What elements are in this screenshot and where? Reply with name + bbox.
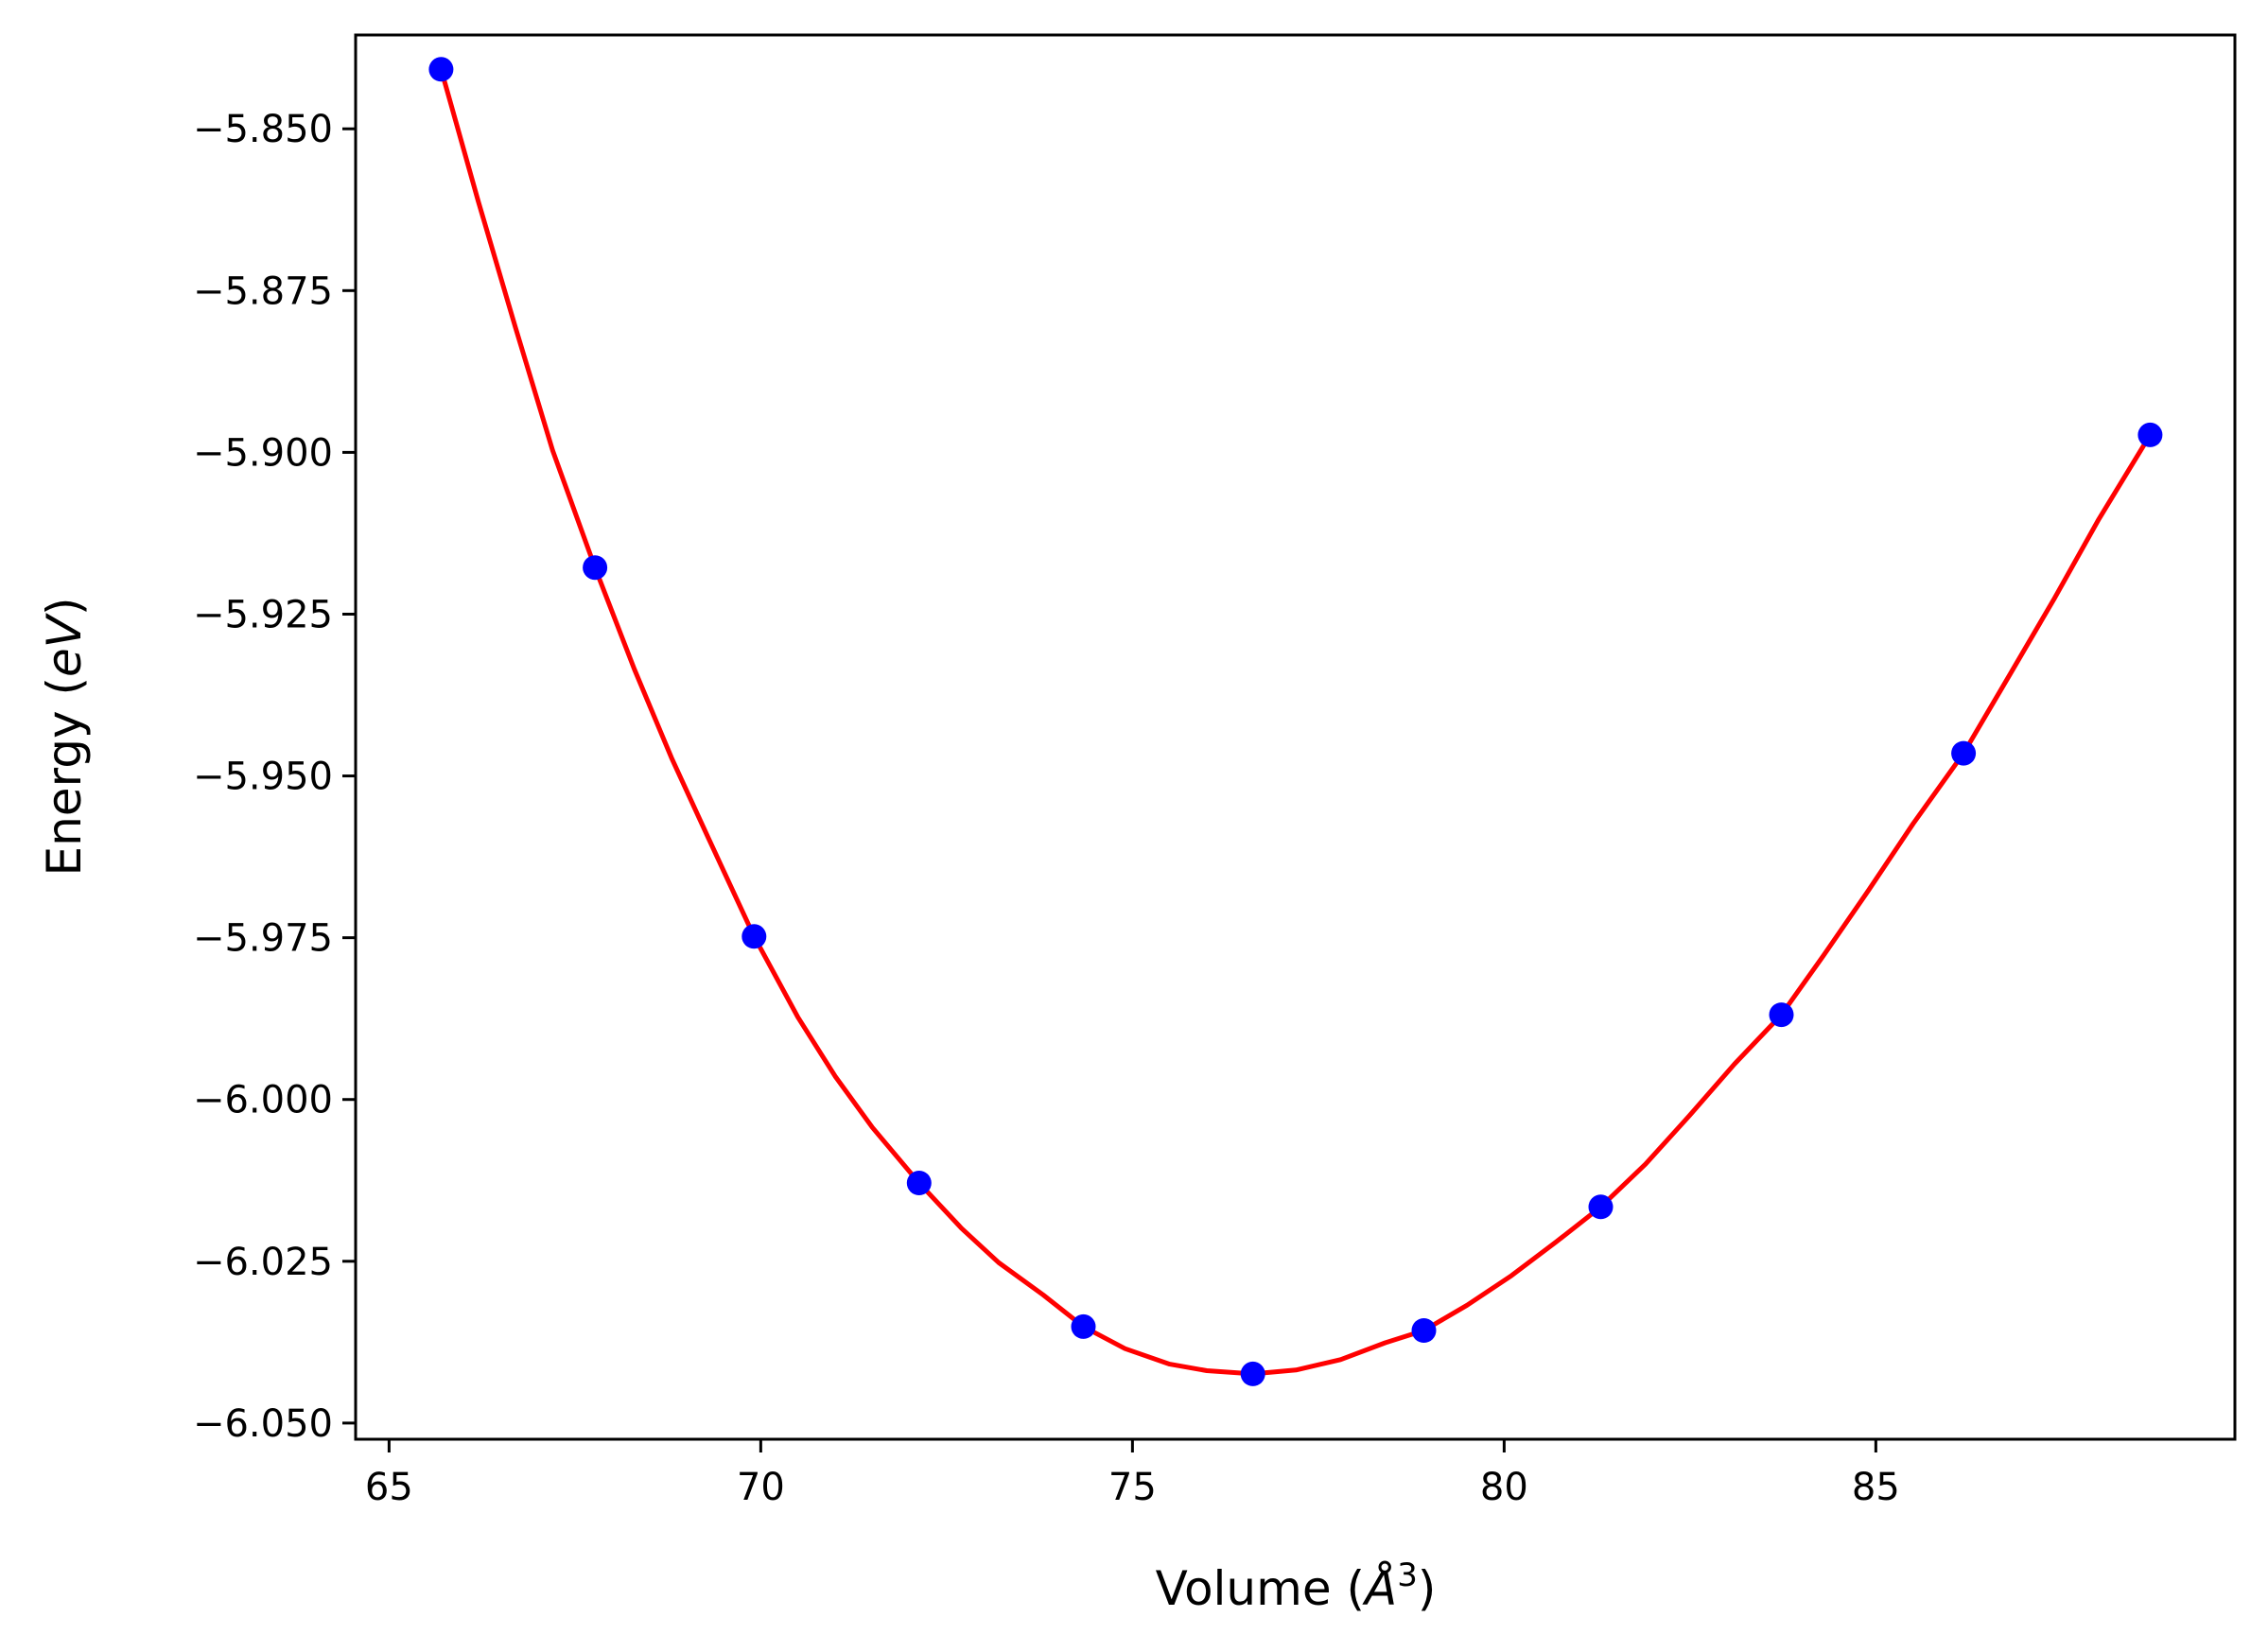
y-tick-label: −5.875 bbox=[193, 270, 333, 313]
plot-frame bbox=[354, 33, 2237, 1441]
plot-layer bbox=[428, 57, 2163, 1386]
data-point bbox=[1240, 1361, 1265, 1386]
x-tick-label: 80 bbox=[1480, 1466, 1528, 1509]
data-point bbox=[1769, 1002, 1794, 1028]
y-axis-label: Energy (eV) bbox=[37, 598, 92, 877]
data-point bbox=[1951, 740, 1977, 766]
data-point bbox=[2137, 422, 2163, 447]
data-point bbox=[428, 57, 454, 82]
x-tick-label: 65 bbox=[365, 1466, 413, 1509]
data-point bbox=[1588, 1194, 1614, 1220]
y-tick-label: −5.925 bbox=[193, 593, 333, 636]
y-tick-label: −6.025 bbox=[193, 1241, 333, 1284]
y-axis-ticks: −5.850 −5.875 −5.900 −5.925 −5.950 −5.975 −6.0… bbox=[193, 108, 356, 1446]
data-point bbox=[741, 924, 767, 949]
x-axis-label: Volume (Å3) bbox=[1156, 1556, 1437, 1616]
y-tick-label: −5.950 bbox=[193, 756, 333, 799]
data-point bbox=[1071, 1313, 1096, 1339]
y-tick-label: −5.900 bbox=[193, 431, 333, 475]
x-tick-label: 75 bbox=[1108, 1466, 1157, 1509]
y-tick-label: −6.050 bbox=[193, 1402, 333, 1446]
y-tick-label: −5.975 bbox=[193, 917, 333, 961]
data-point bbox=[583, 555, 608, 581]
y-tick-label: −5.850 bbox=[193, 108, 333, 151]
y-tick-label: −6.000 bbox=[193, 1079, 333, 1122]
x-tick-label: 70 bbox=[737, 1466, 785, 1509]
data-point bbox=[906, 1171, 932, 1195]
x-axis-ticks: 65 70 75 80 85 bbox=[365, 1439, 1900, 1509]
data-point bbox=[1411, 1318, 1437, 1343]
x-tick-label: 85 bbox=[1852, 1466, 1900, 1509]
